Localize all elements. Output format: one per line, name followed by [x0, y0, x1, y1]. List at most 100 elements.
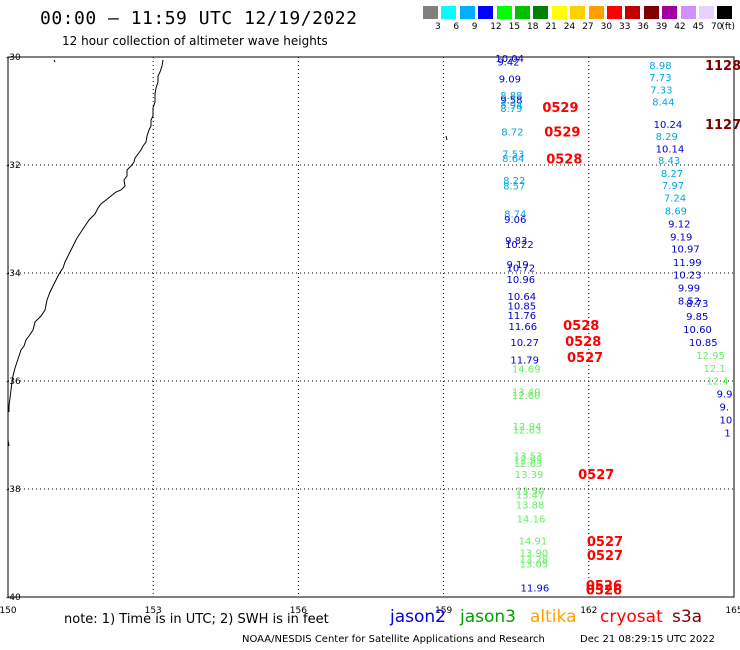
- wave-height-label: 8.79: [500, 104, 522, 115]
- wave-height-label: 13.53: [514, 452, 543, 463]
- track-right: 8.987.737.338.4410.248.2910.148.438.277.…: [649, 59, 740, 439]
- pass-time-label: 0526: [586, 579, 622, 594]
- lat-lon-grid: [7, 56, 735, 598]
- wave-height-label: 9.83: [505, 236, 527, 247]
- wave-height-label: 12.63: [514, 459, 543, 470]
- pass-time-label: 0528: [546, 153, 582, 168]
- wave-height-label: 9.09: [499, 75, 521, 86]
- lat-tick-label: -40: [6, 593, 21, 603]
- pass-time-label: 0527: [578, 468, 614, 483]
- track-left: 10.049.42 9.09 8.889.588.948.79 8.72 7.538.6…: [495, 54, 623, 598]
- wave-height-label: 10.27: [510, 338, 539, 349]
- wave-height-label: 12.95: [514, 455, 543, 466]
- pass-time-label: 0528: [563, 319, 599, 334]
- legend-swatch: [459, 6, 475, 19]
- wave-height-label: 13.40: [512, 387, 541, 398]
- legend-level: 6: [453, 22, 460, 32]
- lon-tick-label: 156: [290, 606, 307, 616]
- map-title: 00:00 – 11:59 UTC 12/19/2022: [40, 8, 358, 29]
- legend-level: 12: [490, 22, 502, 32]
- legend-swatch: [662, 6, 678, 19]
- legend-level: 24: [563, 22, 576, 32]
- pass-time-label: 0527: [587, 535, 623, 550]
- wave-height-label: 10.23: [673, 271, 702, 282]
- credit: NOAA/NESDIS Center for Satellite Applica…: [242, 634, 545, 645]
- wave-height-label: 13.47: [516, 490, 545, 501]
- pass-time-label: 0526: [586, 583, 622, 598]
- legend-swatch: [478, 6, 494, 19]
- legend-level: 27: [582, 22, 594, 32]
- wave-height-label: 8.98: [649, 61, 671, 72]
- wave-height-label: 8.44: [652, 97, 674, 108]
- timestamp: Dec 21 08:29:15 UTC 2022: [580, 634, 715, 645]
- wave-height-label: 13.28: [520, 555, 549, 566]
- wave-height-label: 7.73: [649, 73, 671, 84]
- wave-height-label: 11.96: [521, 583, 550, 594]
- lon-tick-label: 150: [0, 606, 17, 616]
- legend-swatch: [496, 6, 512, 19]
- wave-height-label: 9.12: [668, 219, 690, 230]
- legend-swatch: [607, 6, 622, 19]
- legend-swatch: [588, 6, 604, 19]
- wave-height-label: 8.88: [500, 91, 522, 102]
- legend-level: 3: [435, 22, 441, 32]
- wave-height-label: 9.: [719, 402, 729, 413]
- wave-height-label: 14.69: [512, 365, 541, 376]
- lon-tick-label: 162: [580, 606, 597, 616]
- wave-height-label: 10.04: [495, 54, 524, 65]
- wave-height-label: 14.91: [519, 536, 548, 547]
- pass-time-label: 0527: [587, 549, 623, 564]
- wave-height-label: 7.24: [664, 193, 686, 204]
- legend-unit: (ft): [721, 22, 735, 32]
- satellite-jason3: jason3: [460, 607, 516, 627]
- legend-swatch: [551, 6, 567, 19]
- lon-tick-label: 165: [725, 606, 740, 616]
- wave-height-label: 9.9: [717, 389, 733, 400]
- legend-level: 21: [545, 22, 557, 32]
- wave-height-label: 10.85: [689, 338, 718, 349]
- lat-tick-label: -32: [6, 161, 21, 171]
- axis-labels: 150 153 156 159 162 165 -30 -32 -34 -36 -38 -40: [0, 53, 740, 616]
- legend-swatch: [717, 6, 733, 19]
- wave-height-label: 12.1: [704, 364, 726, 375]
- wave-height-label: 9.06: [504, 215, 526, 226]
- wave-height-label: 8.74: [504, 210, 526, 221]
- wave-height-label: 11.99: [673, 258, 702, 269]
- satellite-jason2: jason2: [390, 607, 446, 627]
- lat-tick-label: -30: [6, 53, 21, 63]
- legend-swatch: [625, 6, 641, 19]
- legend-level: 70: [711, 22, 723, 32]
- wave-height-label: 11.79: [510, 355, 539, 366]
- wave-height-label: 13.90: [520, 549, 549, 560]
- wave-height-label: 7.53: [502, 150, 524, 161]
- legend-swatch: [699, 6, 714, 19]
- legend-level: 9: [471, 22, 478, 32]
- wave-height-label: 13.88: [516, 501, 545, 512]
- wave-height-label: 10.60: [683, 325, 712, 336]
- footnote: note: 1) Time is in UTC; 2) SWH is in fe…: [64, 612, 329, 627]
- legend-level: 36: [637, 22, 649, 32]
- wave-height-label: 12.4: [706, 376, 728, 387]
- wave-height-label: 12.94: [513, 422, 542, 433]
- wave-height-label: 9.85: [686, 312, 708, 323]
- wave-height-label: 8.64: [502, 154, 524, 165]
- legend-swatch: [533, 6, 549, 19]
- wave-height-label: 12.95: [696, 351, 725, 362]
- wave-height-label: 8.72: [501, 128, 523, 139]
- legend-level: 42: [674, 22, 686, 32]
- wave-height-label: 9.99: [678, 284, 700, 295]
- wave-height-label: 8.43: [658, 156, 680, 167]
- wave-height-label: 7.33: [650, 85, 672, 96]
- pass-time-label: 0529: [542, 101, 578, 116]
- pass-time-label: 0528: [565, 335, 601, 350]
- wave-height-label: 8.29: [656, 132, 678, 143]
- wave-height-label: 13.39: [515, 470, 544, 481]
- lat-tick-label: -38: [6, 485, 21, 495]
- wave-height-label: 9.19: [670, 232, 692, 243]
- lon-tick-label: 159: [435, 606, 452, 616]
- legend-level: 30: [600, 22, 613, 32]
- wave-height-label: 8.22: [503, 176, 525, 187]
- wave-height-label: 12.63: [513, 426, 542, 437]
- legend-level: 18: [527, 22, 539, 32]
